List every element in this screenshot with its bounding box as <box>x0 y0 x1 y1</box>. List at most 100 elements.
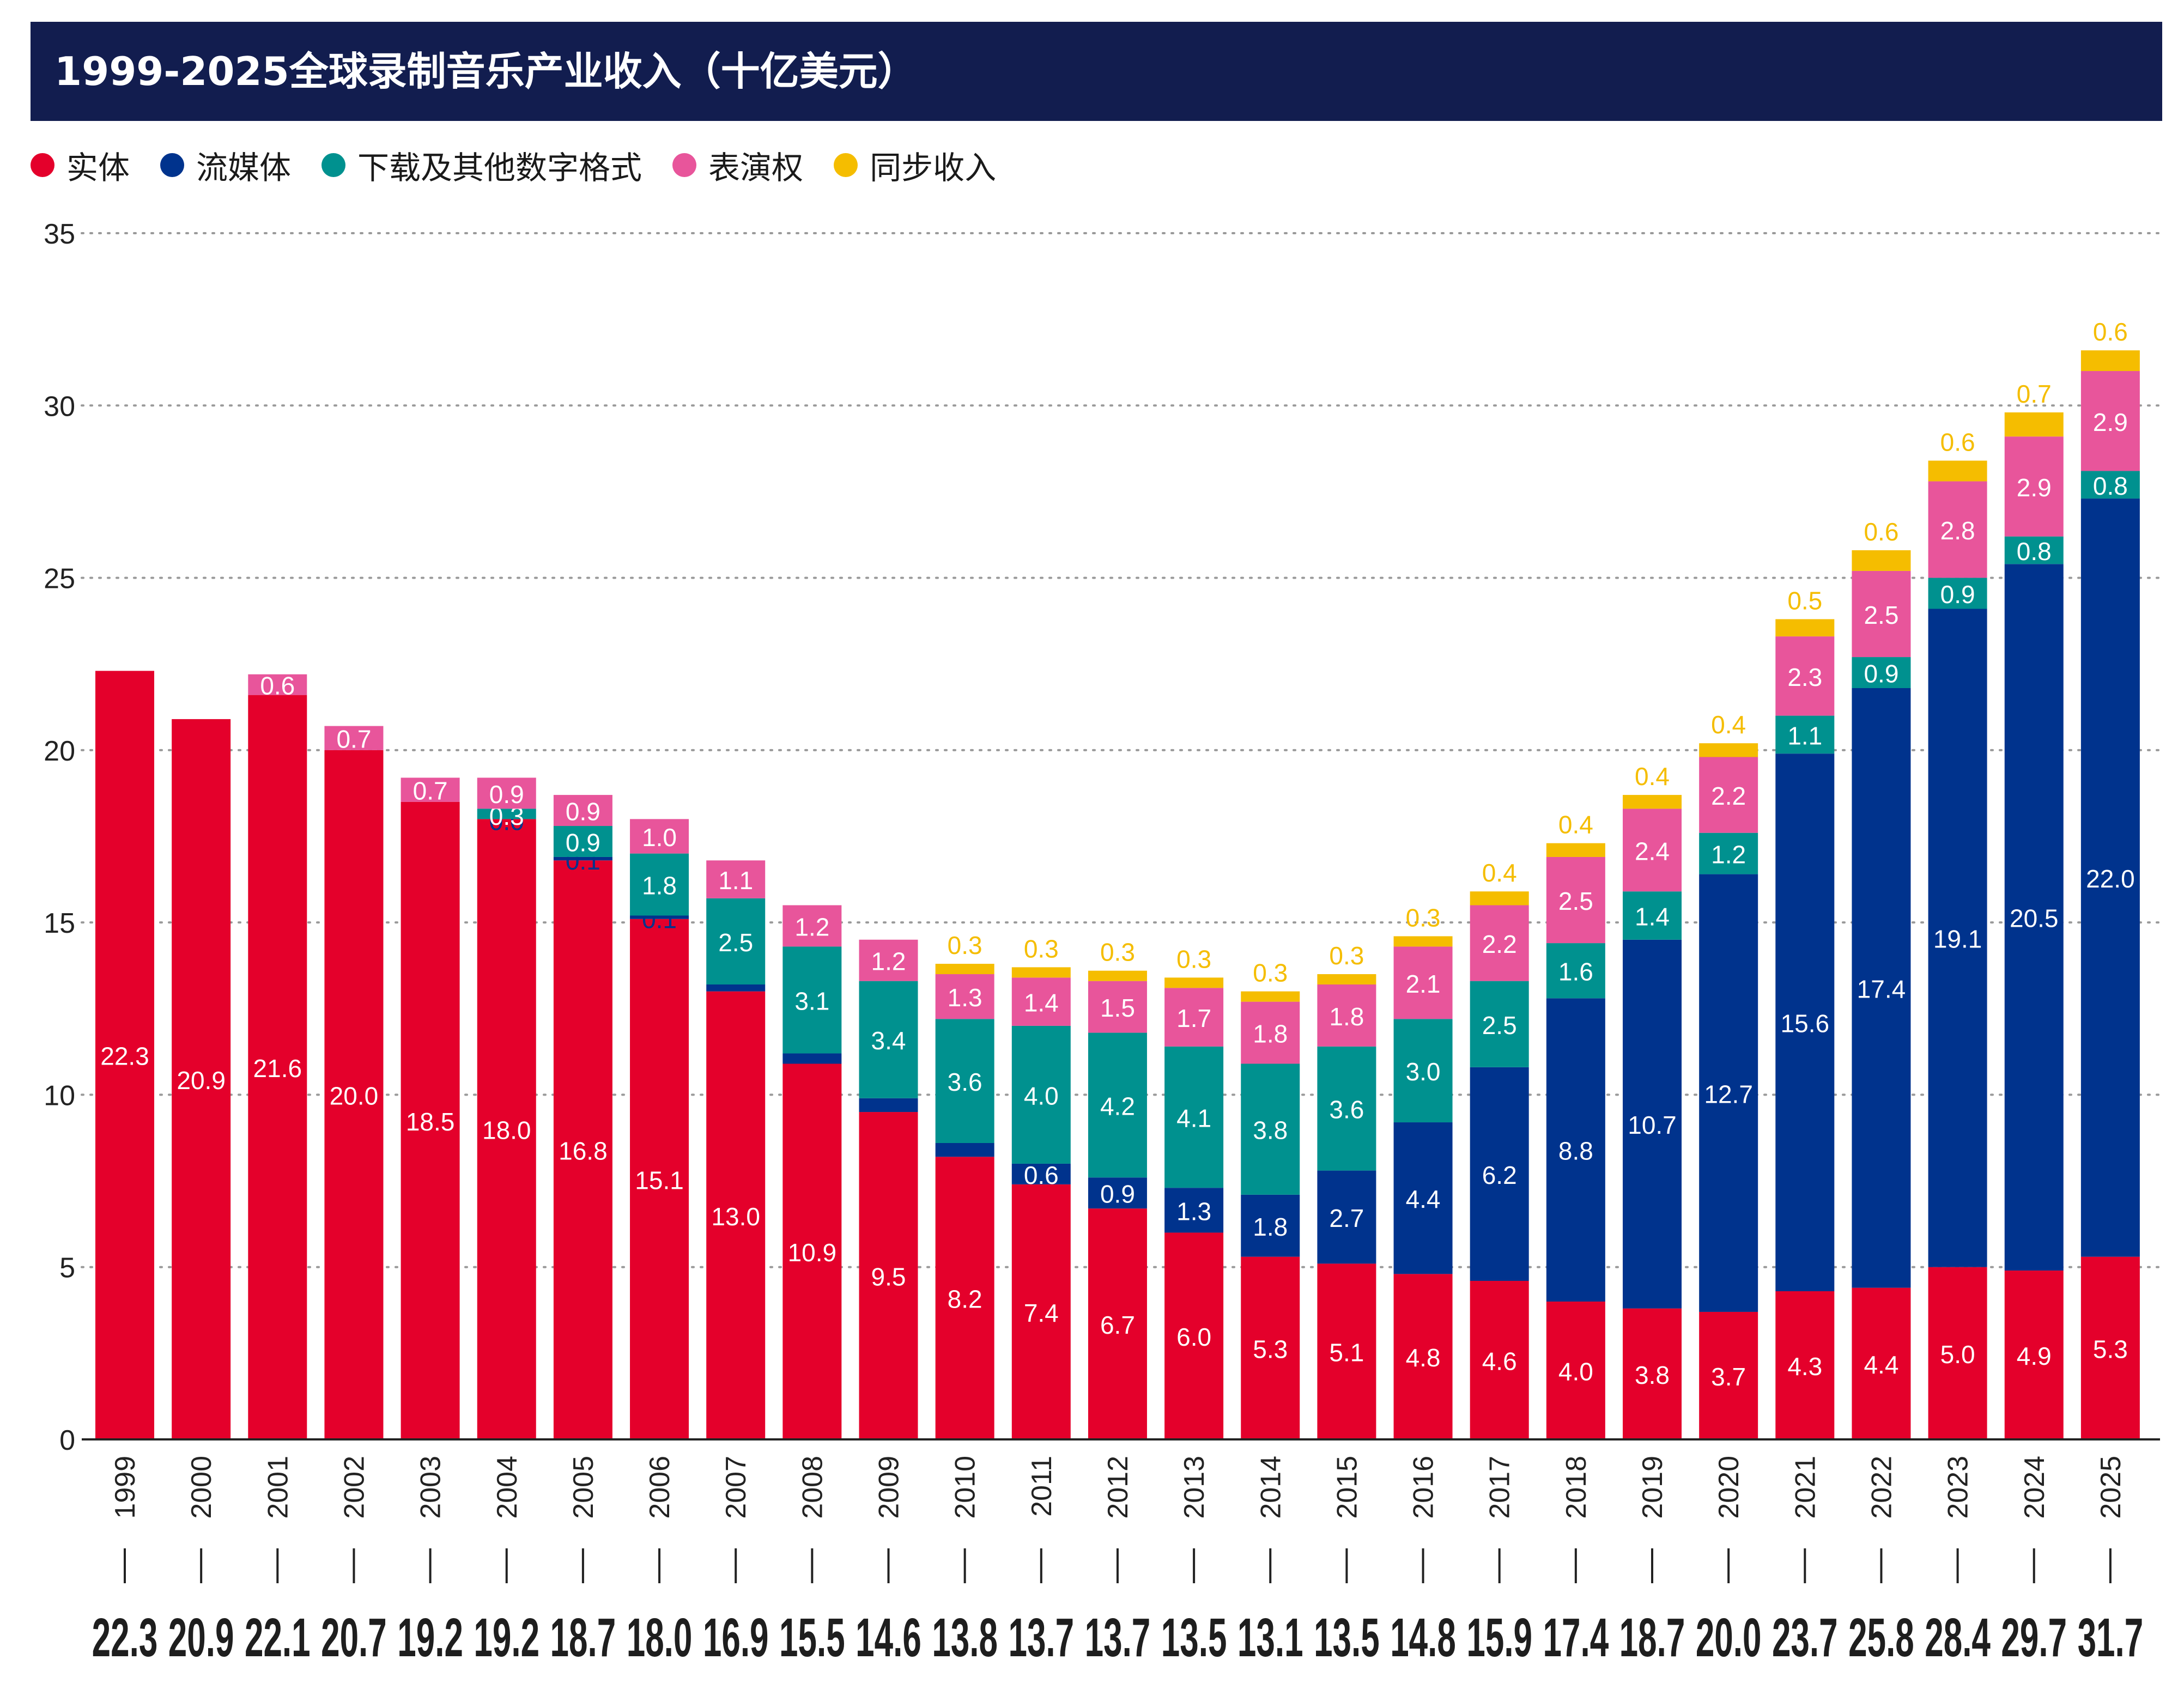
data-label: 0.6 <box>1940 428 1975 456</box>
bar-segment <box>1699 874 1758 1312</box>
bar-segment <box>782 905 842 947</box>
total-label: 16.9 <box>703 1607 769 1668</box>
legend-swatch-streaming <box>160 153 185 177</box>
data-label: 16.8 <box>559 1137 608 1165</box>
data-label: 0.5 <box>1787 586 1822 615</box>
data-label: 15.1 <box>635 1166 684 1194</box>
data-label: 0.3 <box>1406 903 1441 932</box>
data-label: 10.7 <box>1628 1111 1677 1139</box>
legend-label-performance-rights: 表演权 <box>708 149 804 186</box>
data-label: 0.8 <box>2017 537 2052 566</box>
data-label: 1.8 <box>642 872 677 900</box>
bar-segment <box>1393 1274 1453 1439</box>
bar-segment <box>1011 967 1071 978</box>
data-label: 2.5 <box>1558 887 1593 915</box>
y-tick-label: 20 <box>44 735 75 767</box>
data-label: 2.8 <box>1940 516 1975 545</box>
data-label: 7.4 <box>1024 1299 1059 1327</box>
bar-segment <box>2080 471 2140 499</box>
x-tick-label: 2002 <box>338 1456 370 1519</box>
data-label: 1.2 <box>871 947 906 976</box>
data-label: 5.3 <box>2093 1335 2128 1363</box>
bar-segment <box>630 915 689 919</box>
data-label: 2.5 <box>1482 1011 1517 1040</box>
bar-segment <box>2004 536 2064 564</box>
bar-segment <box>1928 460 1987 482</box>
legend-item-streaming: 流媒体 <box>160 142 291 188</box>
data-label: 0.9 <box>1940 580 1975 609</box>
bar-segment <box>553 860 612 1439</box>
x-tick-label: 2020 <box>1713 1456 1745 1519</box>
bar-segment <box>1546 998 1605 1302</box>
x-tick-label: 2016 <box>1408 1456 1440 1519</box>
total-label: 15.5 <box>779 1607 845 1668</box>
data-label: 3.0 <box>1406 1057 1441 1086</box>
bar-segment <box>1623 809 1682 892</box>
bar-segment <box>2004 412 2064 437</box>
data-label: 5.0 <box>1940 1340 1975 1369</box>
data-label: 20.9 <box>177 1066 226 1095</box>
x-tick-label: 2009 <box>873 1456 905 1519</box>
data-label: 13.0 <box>711 1202 760 1231</box>
bar-segment <box>1623 1308 1682 1439</box>
data-label: 1.8 <box>1253 1020 1288 1048</box>
bar-segment <box>1088 1177 1147 1209</box>
data-label: 0.9 <box>489 780 524 809</box>
data-label: 22.0 <box>2086 865 2135 893</box>
bar-segment <box>706 991 766 1439</box>
bar-segment <box>1164 1232 1224 1439</box>
x-tick-label: 2014 <box>1255 1456 1287 1519</box>
data-label: 0.9 <box>566 798 600 826</box>
total-label: 13.1 <box>1237 1607 1303 1668</box>
x-tick-label: 2004 <box>492 1456 523 1519</box>
bar-segment <box>1011 1184 1071 1439</box>
data-label: 6.0 <box>1176 1323 1211 1351</box>
y-tick-label: 35 <box>44 218 75 250</box>
data-label: 4.2 <box>1100 1092 1135 1120</box>
data-label: 0.7 <box>336 725 371 753</box>
bar-segment <box>1852 688 1911 1288</box>
legend-item-performance-rights: 表演权 <box>672 142 803 188</box>
bar-segment <box>401 777 460 802</box>
data-label: 0.3 <box>948 931 982 959</box>
total-label: 22.1 <box>245 1607 311 1668</box>
data-label: 3.1 <box>794 987 829 1015</box>
total-label: 14.6 <box>856 1607 921 1668</box>
bar-segment <box>1699 757 1758 833</box>
bar-segment <box>1393 1122 1453 1274</box>
bar-segment <box>1393 946 1453 1019</box>
bar-segment <box>1546 1301 1605 1439</box>
bar-segment <box>782 946 842 1054</box>
bar-segment <box>477 777 536 809</box>
total-label: 28.4 <box>1925 1607 1991 1668</box>
data-label: 1.8 <box>1253 1213 1288 1241</box>
data-label: 4.0 <box>1558 1357 1593 1385</box>
data-label: 4.8 <box>1406 1344 1441 1372</box>
bar-segment <box>1011 977 1071 1026</box>
data-label: 3.8 <box>1253 1116 1288 1145</box>
bar-segment <box>401 801 460 1439</box>
total-label: 14.8 <box>1390 1607 1456 1668</box>
data-label: 12.7 <box>1704 1080 1753 1108</box>
total-label: 18.7 <box>550 1607 616 1668</box>
bar-segment <box>1011 1163 1071 1184</box>
data-label: 0.9 <box>1100 1180 1135 1208</box>
data-label: 1.6 <box>1558 958 1593 986</box>
data-label: 2.5 <box>1864 601 1898 629</box>
data-label: 1.7 <box>1176 1004 1211 1032</box>
data-label: 4.6 <box>1482 1347 1517 1376</box>
data-label: 19.1 <box>1933 925 1982 953</box>
bar-segment <box>2004 436 2064 537</box>
x-tick-label: 2018 <box>1561 1456 1592 1519</box>
total-label: 20.0 <box>1696 1607 1762 1668</box>
x-tick-label: 2005 <box>568 1456 599 1519</box>
data-label: 4.0 <box>1024 1081 1059 1110</box>
bar-segment <box>1928 609 1987 1267</box>
legend-label-physical: 实体 <box>66 149 130 186</box>
data-label: 1.2 <box>794 913 829 941</box>
x-tick-label: 2001 <box>262 1456 294 1519</box>
bar-segment <box>1546 843 1605 857</box>
bar-segment <box>1775 1291 1835 1439</box>
bar-segment <box>1775 636 1835 716</box>
total-label: 13.7 <box>1085 1607 1151 1668</box>
